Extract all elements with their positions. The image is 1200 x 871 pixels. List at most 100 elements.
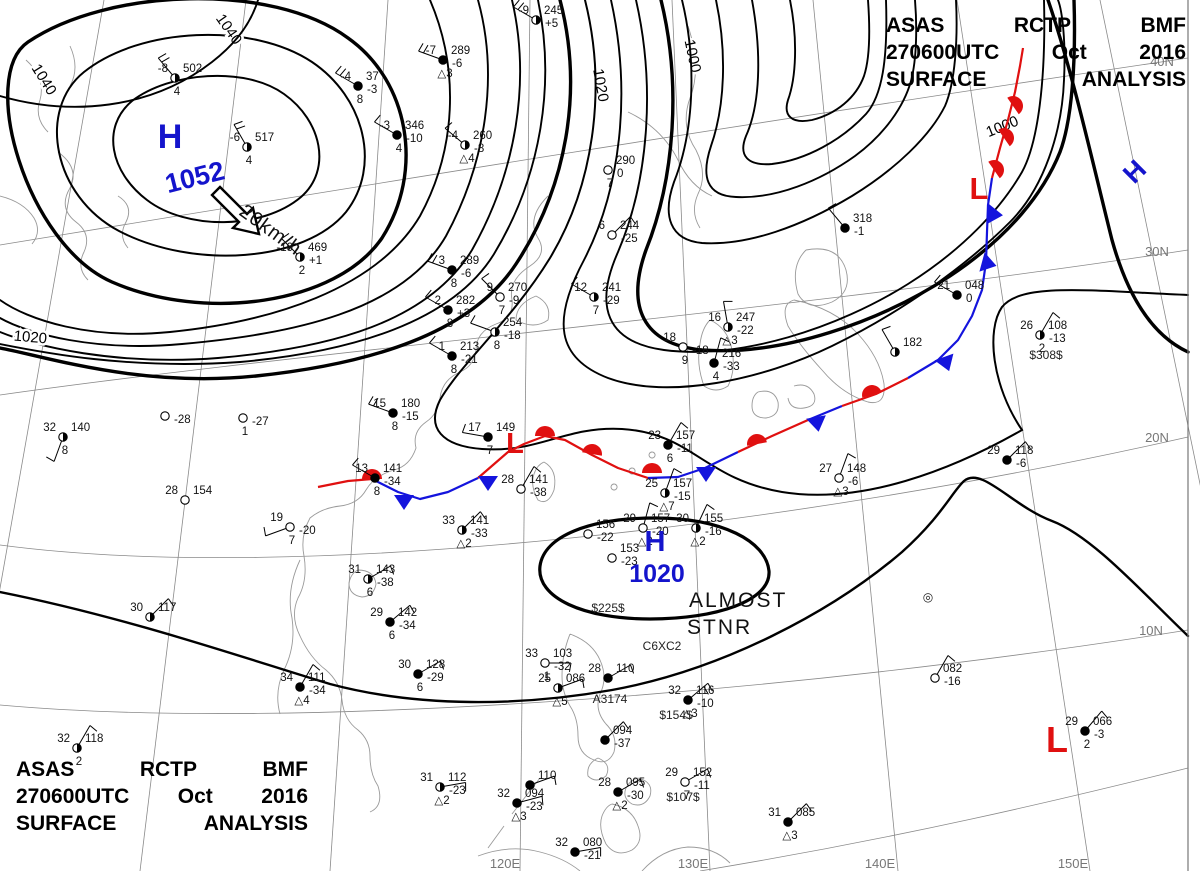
station-weather-code: 7 [607, 178, 613, 190]
station-plot: -9 245+5 [513, 0, 563, 30]
isobar-1020e [1046, 0, 1190, 354]
station-pressure: 112 [448, 772, 466, 784]
station-temperature: 34 [280, 672, 293, 684]
title-word: 270600UTC [16, 785, 130, 808]
station-circle [238, 413, 248, 423]
station-temperature: 28 [598, 777, 611, 789]
title-word: ANALYSIS [1081, 68, 1186, 91]
longitude-label-120E: 120E [490, 856, 521, 871]
wind-barb-tick [680, 422, 689, 429]
station-pressure: 118 [85, 733, 103, 745]
station-tendency: -34 [384, 476, 401, 488]
station-plot: 182 [881, 325, 922, 357]
station-temperature: 30 [676, 513, 689, 525]
station-pressure: 37 [366, 71, 379, 83]
station-weather-code: 4 [396, 143, 403, 155]
station-pressure: 157 [651, 513, 670, 525]
warm-front-semicircle [988, 160, 1004, 179]
wind-barb-tick [707, 768, 712, 778]
warm-front-semicircle [642, 463, 662, 473]
wind-barb-tick [335, 65, 342, 74]
station-tendency: 0 [617, 168, 623, 180]
station-circle [952, 290, 962, 300]
wind-barb-tick [236, 125, 246, 130]
isobar-label: 1040 [212, 11, 245, 48]
station-circle [413, 669, 423, 679]
title-word: ASAS [16, 758, 75, 781]
station-weather-code: 2 [299, 265, 305, 277]
station-weather-code: △3 [833, 486, 848, 498]
station-circle-half [895, 347, 900, 357]
station-plot: 153-23 [607, 543, 639, 568]
station-tendency: -22 [737, 325, 754, 337]
station-weather-code: 6 [389, 630, 395, 642]
station-circle-half [77, 743, 82, 753]
station-tendency: -33 [723, 361, 740, 373]
station-circle [443, 305, 453, 315]
station-tendency: -29 [603, 295, 620, 307]
wind-barb-tick [828, 203, 837, 209]
station-temperature: -6 [230, 132, 240, 144]
station-plot: 32 080-21 [555, 837, 602, 862]
station-tendency: -9 [509, 295, 519, 307]
station-pressure: 085 [796, 807, 815, 819]
station-weather-code: 2 [1084, 739, 1090, 751]
isobar-1040 [6, 0, 408, 305]
isobar-1032 [0, 0, 489, 347]
station-circle [1080, 726, 1090, 736]
station-temperature: 29 [987, 445, 1000, 457]
station-circle [447, 351, 457, 361]
wind-barb-tick [513, 0, 520, 8]
station-plot: -7 289-6△3 [418, 43, 470, 80]
station-tendency: -22 [597, 532, 614, 544]
wind-barb-tick [1024, 441, 1031, 450]
station-circle-half [175, 73, 180, 83]
station-pressure: 141 [470, 515, 489, 527]
longitude-line [519, 0, 531, 871]
station-weather-code: △3 [682, 708, 697, 720]
cold-front-triangle [478, 476, 498, 491]
station-circle [607, 230, 617, 240]
wind-barb-tick [281, 233, 290, 240]
station-weather-code: △2 [690, 536, 705, 548]
station-plot: -27 1 [238, 413, 269, 438]
high-center-H: H [158, 118, 183, 156]
station-plot: 29 118-6 [987, 441, 1033, 470]
latitude-label-10N: 10N [1139, 623, 1163, 638]
wind-barb-tick [1101, 710, 1108, 719]
station-pressure: 318 [853, 213, 872, 225]
latitude-line [0, 249, 1189, 396]
title-line-3: SURFACE ANALYSIS [16, 810, 308, 837]
stationary-front-warm-segment [317, 477, 373, 489]
station-circle [603, 673, 613, 683]
wind-barb-tick [352, 457, 359, 466]
station-pressure: 148 [847, 463, 866, 475]
longitude-line [956, 0, 1091, 871]
station-circle [540, 658, 550, 668]
station-pressure: 149 [496, 422, 515, 434]
coastline [25, 45, 76, 133]
longitude-label-150E: 150E [1058, 856, 1089, 871]
coastline [0, 195, 38, 245]
station-pressure: 141 [383, 463, 402, 475]
wind-barb-tick [517, 2, 525, 10]
coastline [348, 569, 377, 598]
wind-barb-tick [89, 725, 98, 732]
latitude-label-30N: 30N [1145, 244, 1169, 259]
station-circle [683, 695, 693, 705]
station-circle-half [536, 15, 541, 25]
station-weather-code: 8 [451, 278, 457, 290]
station-plot: 094-37 [600, 721, 633, 750]
station-plot: 31 085 △3 [768, 803, 815, 842]
wind-barb-tick [706, 504, 715, 511]
station-circle [160, 411, 170, 421]
station-temperature: 12 [574, 282, 587, 294]
station-pressure: 254 [503, 317, 523, 329]
station-circle [583, 529, 593, 539]
wind-barb-tick [553, 776, 557, 786]
title-word: SURFACE [886, 68, 987, 91]
wind-barb-tick [479, 511, 486, 520]
station-temperature: 32 [497, 788, 510, 800]
station-pressure: 118 [1015, 445, 1033, 457]
wind-barb-tick [640, 778, 645, 788]
